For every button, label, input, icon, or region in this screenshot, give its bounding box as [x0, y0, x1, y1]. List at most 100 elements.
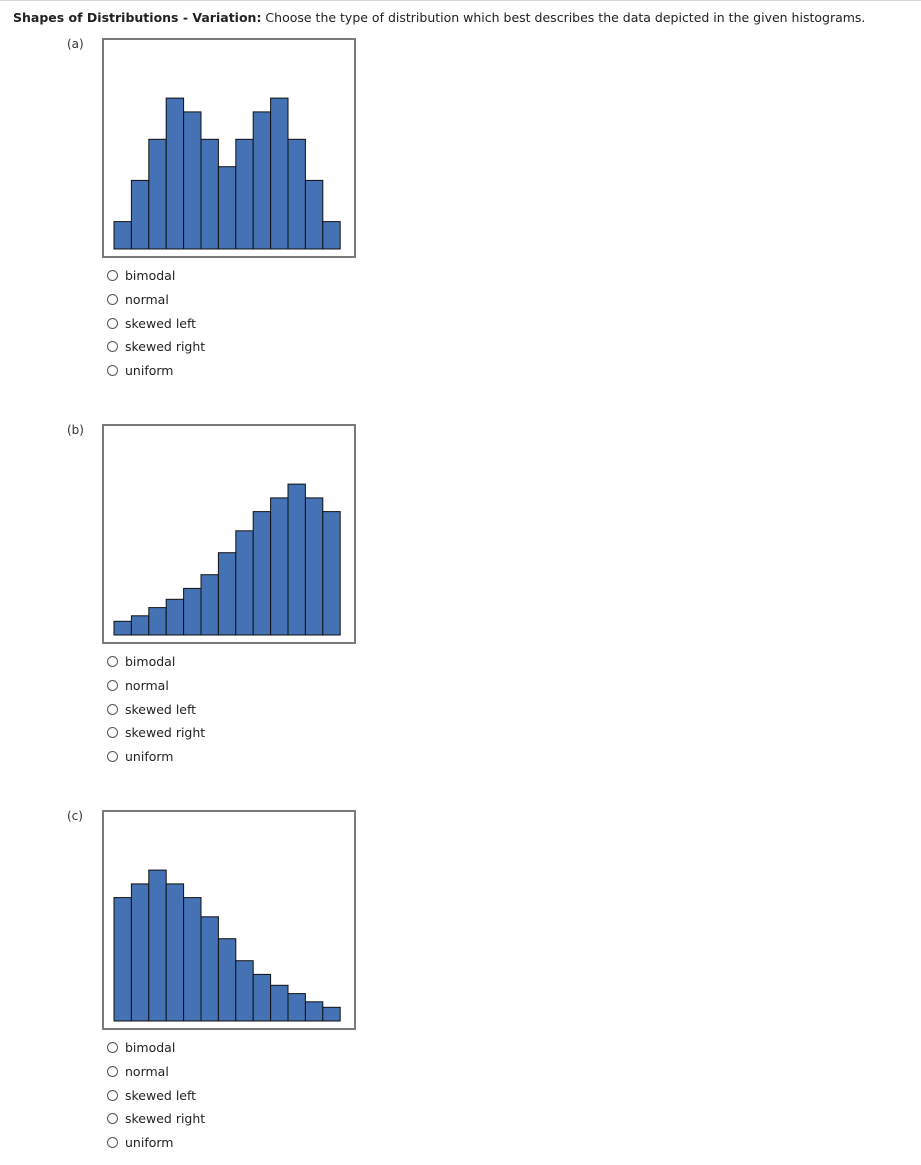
histogram-b [102, 424, 356, 644]
option-bimodal[interactable]: bimodal [107, 264, 205, 288]
option-label: normal [125, 678, 169, 694]
option-normal[interactable]: normal [107, 1060, 205, 1084]
histogram-bar [235, 138, 254, 250]
radio-button[interactable] [107, 270, 118, 282]
histogram-bar [322, 1006, 341, 1022]
top-divider [0, 0, 921, 1]
histogram-bar [130, 883, 150, 1022]
question-instruction: Choose the type of distribution which be… [265, 10, 866, 25]
radio-button[interactable] [107, 1066, 118, 1078]
histogram-bar [235, 530, 254, 636]
option-label: bimodal [125, 1040, 176, 1056]
option-label: bimodal [125, 654, 176, 670]
option-label: skewed left [125, 315, 197, 331]
histogram-bar [130, 179, 150, 250]
part-label: (a) [67, 37, 84, 51]
histogram-bar [165, 97, 185, 250]
option-label: uniform [125, 363, 174, 379]
histogram-bar [200, 916, 219, 1022]
histogram-bar [270, 984, 289, 1022]
answer-options: bimodal normal skewed left skewed right … [107, 264, 205, 382]
histogram-bar [183, 897, 202, 1022]
histogram-bar [287, 138, 306, 250]
histogram-bar [183, 111, 202, 250]
histogram-bar [252, 511, 272, 636]
histogram-bar [113, 897, 132, 1022]
histogram-bar [270, 97, 289, 250]
histogram-bar [322, 221, 341, 250]
histogram-bar [252, 111, 272, 250]
histogram-bar [113, 221, 132, 250]
histogram-bar [165, 883, 185, 1022]
histogram-bar [235, 960, 254, 1022]
option-label: skewed right [125, 725, 206, 741]
radio-button[interactable] [107, 317, 118, 329]
radio-button[interactable] [107, 656, 118, 668]
part-label: (c) [67, 809, 83, 823]
histogram-bar [287, 483, 306, 636]
option-label: uniform [125, 1135, 174, 1151]
option-uniform[interactable]: uniform [107, 745, 205, 769]
histogram-bar [252, 973, 272, 1022]
option-skewed-right[interactable]: skewed right [107, 335, 205, 359]
option-label: skewed right [125, 339, 206, 355]
histogram-svg [113, 97, 341, 250]
histogram-bar [287, 993, 306, 1022]
radio-button[interactable] [107, 680, 118, 692]
option-skewed-left[interactable]: skewed left [107, 311, 205, 335]
histogram-bar [322, 511, 341, 636]
option-label: skewed left [125, 1087, 197, 1103]
radio-button[interactable] [107, 1089, 118, 1101]
option-label: normal [125, 1064, 169, 1080]
radio-button[interactable] [107, 294, 118, 306]
histogram-bar [304, 497, 324, 636]
answer-options: bimodal normal skewed left skewed right … [107, 1036, 205, 1154]
histogram-bar [217, 938, 237, 1022]
option-skewed-right[interactable]: skewed right [107, 721, 205, 745]
histogram-bar [130, 615, 150, 636]
question-title: Shapes of Distributions - Variation: [13, 10, 262, 25]
option-skewed-right[interactable]: skewed right [107, 1107, 205, 1131]
option-label: bimodal [125, 268, 176, 284]
histogram-svg [113, 869, 341, 1022]
histogram-c [102, 810, 356, 1030]
option-normal[interactable]: normal [107, 674, 205, 698]
option-normal[interactable]: normal [107, 288, 205, 312]
histogram-bar [148, 607, 167, 636]
radio-button[interactable] [107, 703, 118, 715]
histogram-bar [148, 869, 167, 1022]
option-label: skewed right [125, 1111, 206, 1127]
histogram-svg [113, 483, 341, 636]
histogram-bar [217, 552, 237, 636]
histogram-bar [200, 574, 219, 636]
histogram-bar [217, 166, 237, 250]
histogram-bar [165, 598, 185, 636]
answer-options: bimodal normal skewed left skewed right … [107, 650, 205, 768]
histogram-bar [270, 497, 289, 636]
question-header: Shapes of Distributions - Variation: Cho… [13, 10, 865, 25]
option-label: skewed left [125, 701, 197, 717]
option-bimodal[interactable]: bimodal [107, 1036, 205, 1060]
histogram-a [102, 38, 356, 258]
option-uniform[interactable]: uniform [107, 1131, 205, 1155]
histogram-bar [304, 179, 324, 250]
histogram-bar [200, 138, 219, 250]
option-skewed-left[interactable]: skewed left [107, 1083, 205, 1107]
radio-button[interactable] [107, 727, 118, 739]
radio-button[interactable] [107, 1042, 118, 1054]
radio-button[interactable] [107, 1113, 118, 1125]
option-label: normal [125, 292, 169, 308]
option-label: uniform [125, 749, 174, 765]
radio-button[interactable] [107, 365, 118, 377]
part-label: (b) [67, 423, 84, 437]
radio-button[interactable] [107, 751, 118, 763]
radio-button[interactable] [107, 341, 118, 353]
radio-button[interactable] [107, 1137, 118, 1149]
histogram-bar [148, 138, 167, 250]
option-bimodal[interactable]: bimodal [107, 650, 205, 674]
option-uniform[interactable]: uniform [107, 359, 205, 383]
histogram-bar [183, 587, 202, 636]
histogram-bar [113, 620, 132, 636]
option-skewed-left[interactable]: skewed left [107, 697, 205, 721]
histogram-bar [304, 1001, 324, 1022]
